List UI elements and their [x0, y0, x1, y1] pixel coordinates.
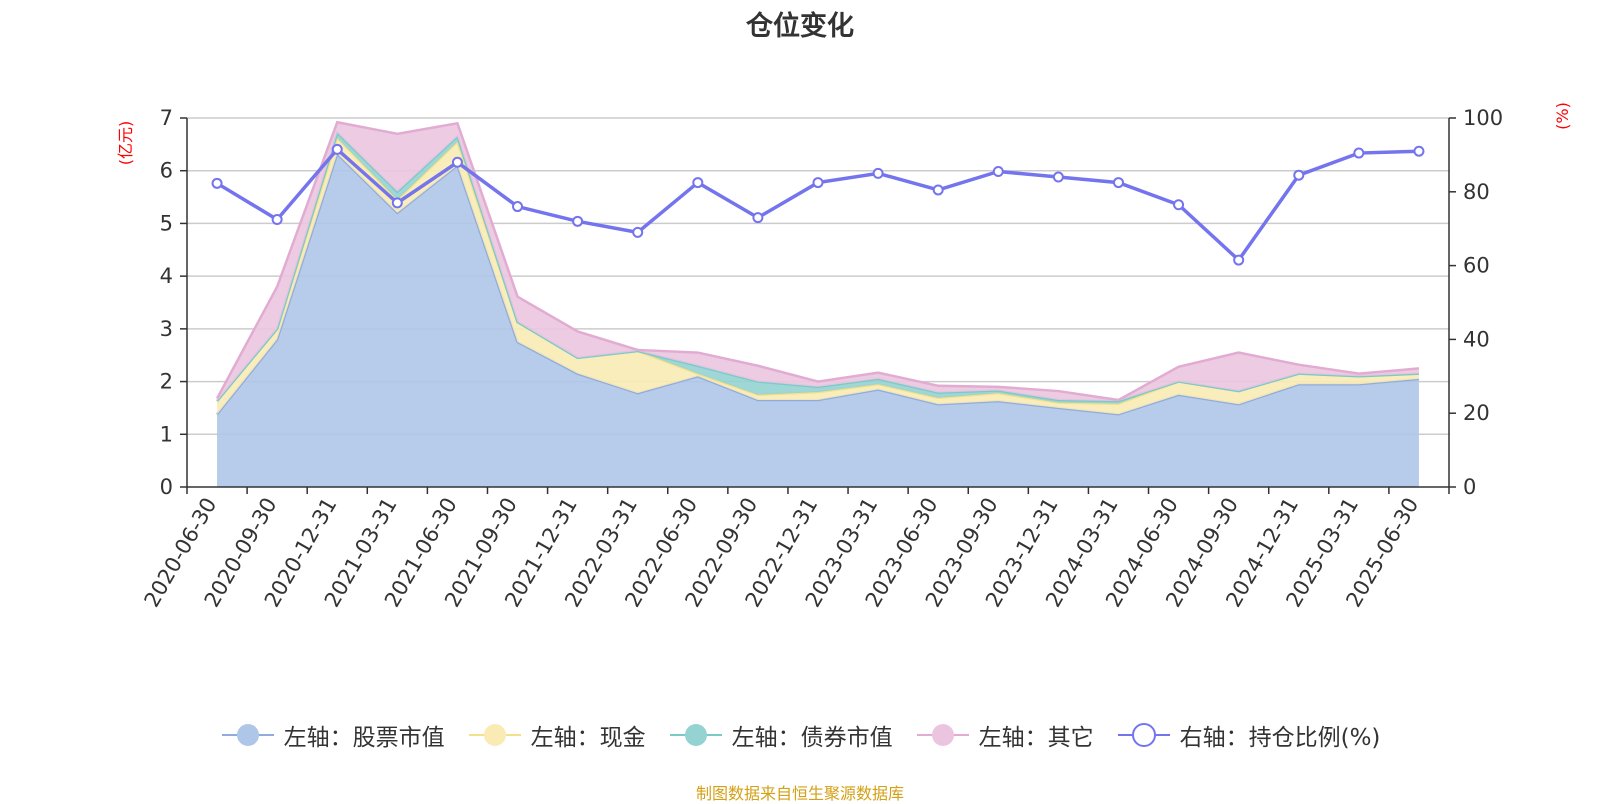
- ratio-line: [211, 143, 1425, 266]
- source-note: 制图数据来自恒生聚源数据库: [695, 784, 904, 803]
- legend-swatch-cash: [468, 724, 521, 746]
- legend-item-stock[interactable]: 左轴：股票市值: [220, 718, 445, 752]
- ratio-point-17: [1233, 254, 1245, 266]
- right-tick-label-0: 0: [1463, 475, 1476, 499]
- ratio-point-6: [572, 215, 584, 227]
- ratio-point-16: [1173, 199, 1185, 211]
- ratio-point-15: [1112, 177, 1124, 189]
- left-tick-label-4: 4: [160, 264, 173, 288]
- ratio-point-4: [451, 156, 463, 168]
- ratio-point-20: [1413, 145, 1425, 157]
- left-tick-label-5: 5: [160, 211, 173, 235]
- ratio-point-10: [812, 177, 824, 189]
- ratio-point-14: [1052, 171, 1064, 183]
- legend-swatch-stock: [221, 724, 274, 746]
- legend-label-ratio: 右轴：持仓比例(%): [1179, 725, 1381, 751]
- right-tick-label-2: 40: [1463, 327, 1490, 351]
- legend-label-stock: 左轴：股票市值: [283, 725, 445, 751]
- ratio-point-12: [932, 184, 944, 196]
- legend-swatch-other: [916, 724, 969, 746]
- legend-item-bond[interactable]: 左轴：债券市值: [668, 718, 893, 752]
- right-tick-label-4: 80: [1463, 180, 1490, 204]
- area-other: [217, 122, 1419, 402]
- legend-label-cash: 左轴：现金: [530, 725, 646, 751]
- ratio-point-8: [692, 177, 704, 189]
- ratio-point-19: [1353, 147, 1365, 159]
- legend-swatch-bond: [669, 724, 722, 746]
- ratio-point-2: [331, 143, 343, 155]
- ratio-point-18: [1293, 169, 1305, 181]
- left-tick-label-1: 1: [160, 422, 173, 446]
- ratio-point-13: [992, 166, 1004, 178]
- legend-swatch-ratio: [1117, 723, 1170, 747]
- ratio-point-3: [391, 197, 403, 209]
- left-axis-unit: (亿元): [116, 121, 135, 166]
- left-tick-label-6: 6: [160, 159, 173, 183]
- ratio-point-1: [271, 213, 283, 225]
- legend-item-cash[interactable]: 左轴：现金: [467, 718, 646, 752]
- area-edge-other: [215, 120, 1420, 402]
- chart-title: 仓位变化: [746, 11, 854, 42]
- ratio-point-7: [632, 226, 644, 238]
- right-tick-label-1: 20: [1463, 401, 1490, 425]
- stacked-areas: [215, 120, 1420, 488]
- left-tick-label-7: 7: [160, 106, 173, 130]
- left-tick-label-2: 2: [160, 370, 173, 394]
- ratio-point-5: [512, 201, 524, 213]
- legend-label-bond: 左轴：债券市值: [731, 725, 893, 751]
- legend-item-ratio[interactable]: 右轴：持仓比例(%): [1116, 718, 1381, 752]
- ratio-point-11: [872, 167, 884, 179]
- area-stock: [217, 153, 1419, 488]
- right-tick-label-5: 100: [1463, 106, 1503, 130]
- legend-item-other[interactable]: 左轴：其它: [915, 718, 1094, 752]
- left-tick-label-3: 3: [160, 317, 173, 341]
- right-tick-label-3: 60: [1463, 254, 1490, 278]
- left-tick-label-0: 0: [160, 475, 173, 499]
- ratio-point-0: [211, 177, 223, 189]
- right-axis-unit: (%): [1553, 102, 1572, 130]
- legend-label-other: 左轴：其它: [978, 725, 1094, 751]
- ratio-point-9: [752, 212, 764, 224]
- legend: 左轴：股票市值 左轴：现金 左轴：债券市值 左轴：其它 右轴：持仓比例(%): [0, 718, 1600, 752]
